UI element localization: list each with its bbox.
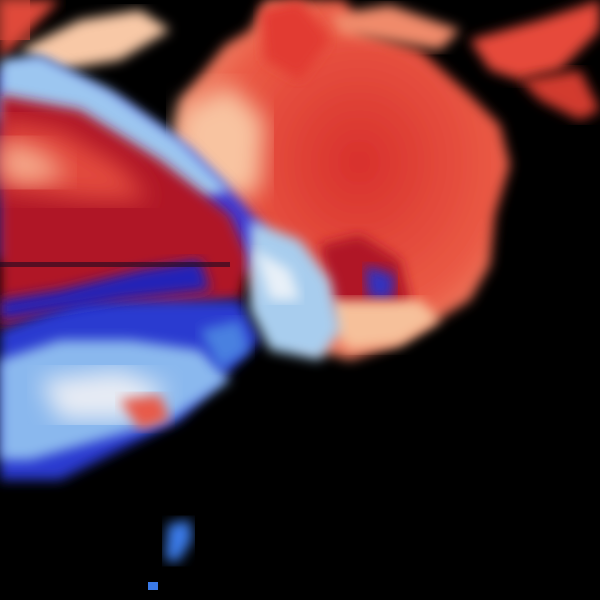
left-region [0,55,340,480]
small-echoes [0,0,192,590]
